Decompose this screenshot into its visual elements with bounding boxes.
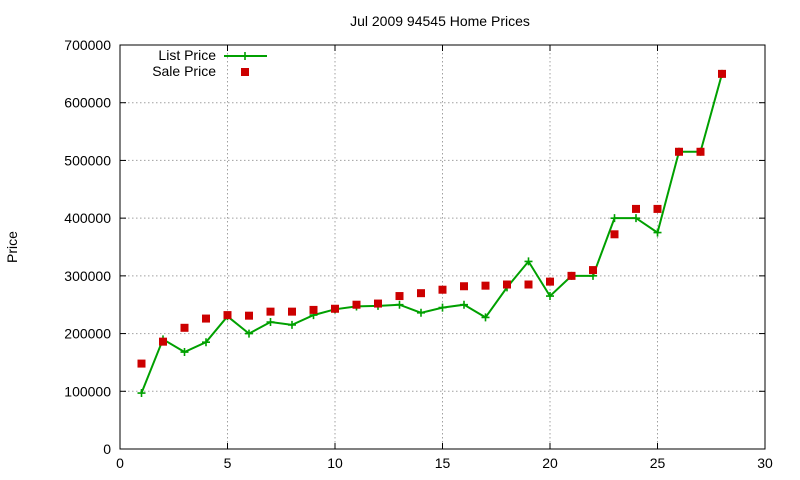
sale-price-point [567,271,576,280]
y-tick-label: 600000 [64,95,111,111]
sale-price-point [653,204,662,213]
sale-price-point [137,359,146,368]
list-price-point [524,257,533,266]
legend: List Price Sale Price [152,47,267,79]
sale-price-point [503,280,511,289]
list-price-point [266,318,275,327]
y-tick-label: 400000 [64,210,111,226]
x-tick-label: 25 [650,455,666,471]
list-price-point [137,389,146,398]
list-price-point [417,308,425,317]
legend-marker-sale-price [241,68,249,76]
sale-price-point [159,337,167,346]
sale-price-point [546,277,554,286]
x-tick-label: 5 [224,455,232,471]
x-tick-label: 15 [435,455,451,471]
sale-price-point [223,311,232,320]
sale-price-point [331,304,339,313]
sale-price-point [438,285,447,294]
list-price-point [546,292,554,301]
x-tick-label: 30 [757,455,773,471]
sale-price-point [309,305,318,314]
sale-price-point [696,147,705,156]
list-price-line [140,73,723,394]
sale-price-point [610,230,619,239]
grid-lines [120,45,765,449]
list-price-point [481,313,490,322]
sale-price-point [180,323,189,332]
legend-label-sale-price: Sale Price [152,63,216,79]
y-tick-label: 0 [103,441,111,457]
y-tick-label: 700000 [64,37,111,53]
sale-price-point [374,299,382,308]
y-tick-label: 200000 [64,326,111,342]
list-price-point [653,228,662,237]
x-tick-label: 0 [116,455,124,471]
sale-price-point [589,266,597,275]
x-tick-label: 10 [327,455,343,471]
list-price-point [632,214,640,223]
y-axis-label: Price [4,231,20,263]
x-tick-label: 20 [542,455,558,471]
axes: 0 5 10 15 20 25 30 0 100000 200000 300000 400000 500… [64,37,773,471]
sale-price-point [675,147,683,156]
list-price-point [460,300,468,309]
sale-price-point [417,289,425,298]
legend-label-list-price: List Price [158,47,216,63]
y-tick-label: 100000 [64,383,111,399]
plot-frame [119,44,766,450]
sale-price-point [352,300,361,309]
sale-price-point [481,281,490,290]
list-price-point [180,348,189,357]
list-price-point [288,320,296,329]
sale-price-point [266,307,275,316]
sale-price-point [288,307,296,316]
legend-marker-list-price [241,52,249,60]
sale-price-point [524,280,533,289]
list-price-point [245,329,253,338]
sale-price-point [202,314,210,323]
y-tick-label: 500000 [64,152,111,168]
y-tick-label: 300000 [64,268,111,284]
list-price-point [610,214,619,223]
list-price-point [395,300,404,309]
data-series [137,69,726,398]
sale-price-point [632,204,640,213]
chart-title: Jul 2009 94545 Home Prices [350,13,530,29]
list-price-point [438,303,447,312]
sale-price-point [718,69,726,78]
list-price-point [202,338,210,347]
sale-price-point [460,282,468,291]
sale-price-point [395,292,404,301]
sale-price-point [245,311,253,320]
